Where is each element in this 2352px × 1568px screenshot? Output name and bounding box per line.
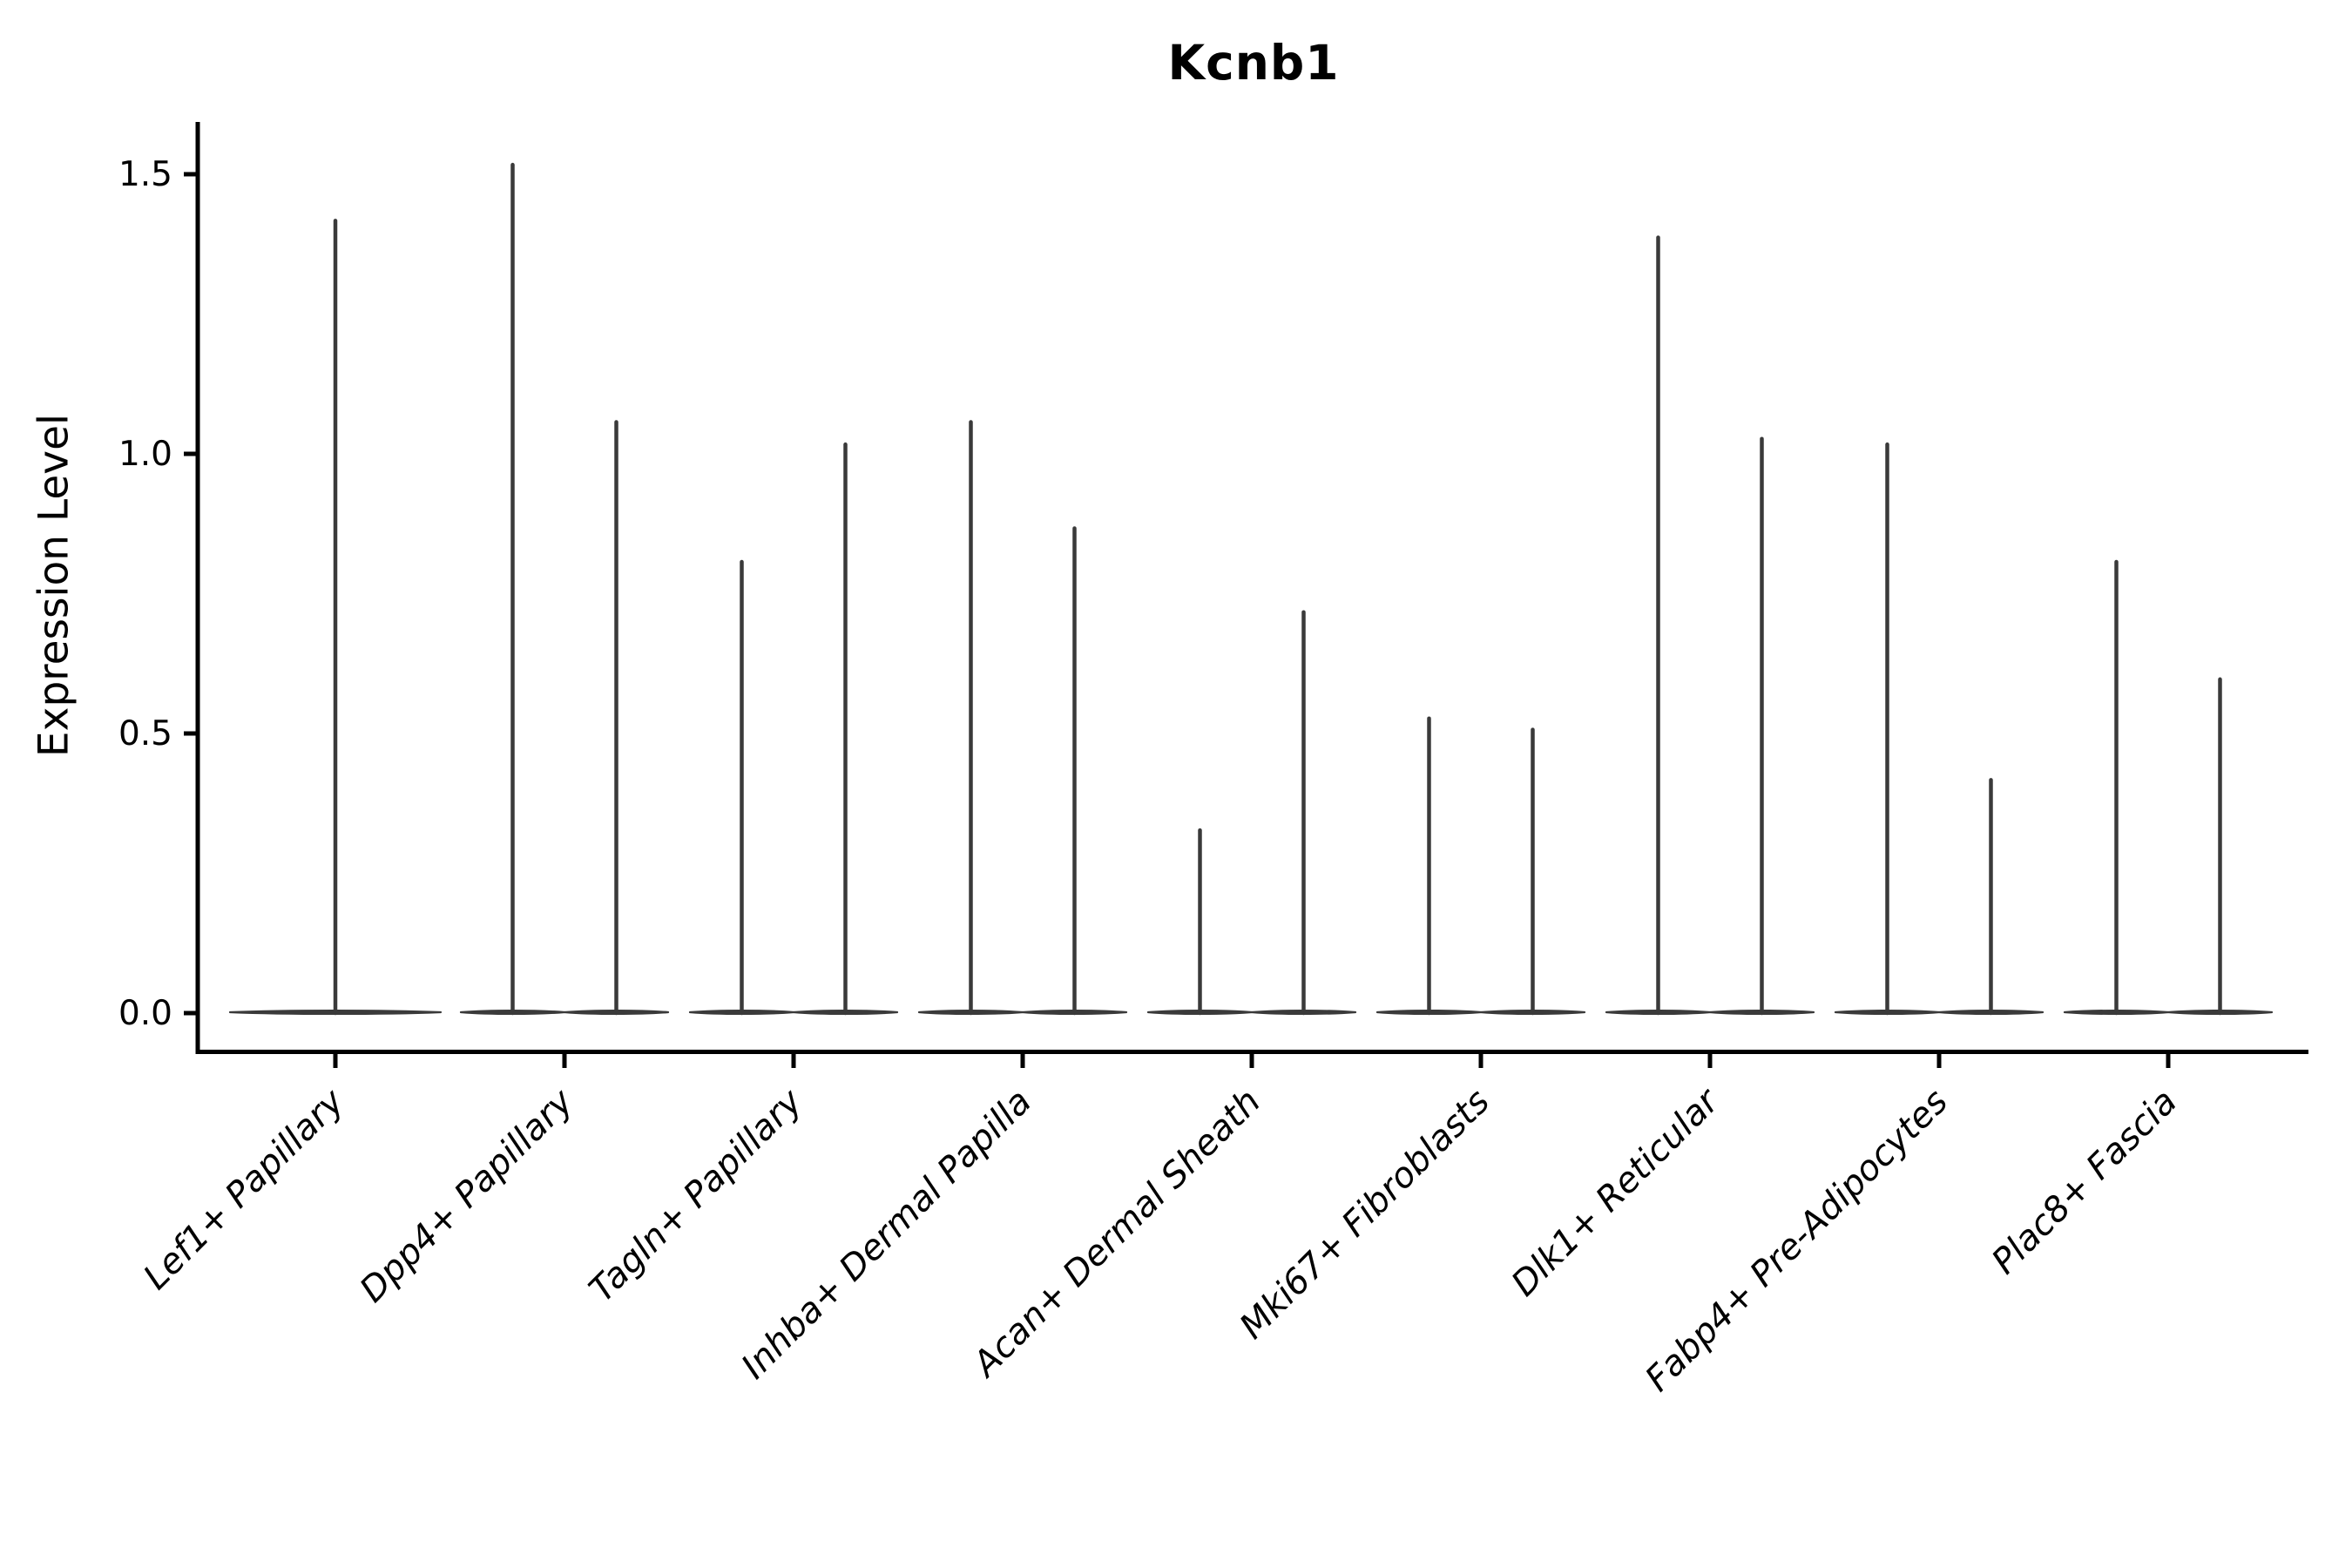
chart-title: Kcnb1 bbox=[1167, 35, 1340, 91]
y-tick-label: 1.5 bbox=[118, 155, 172, 194]
violin bbox=[1834, 442, 1941, 1016]
violin bbox=[1479, 727, 1586, 1016]
violin bbox=[1937, 778, 2044, 1016]
violin bbox=[688, 559, 795, 1016]
y-tick-label: 0.5 bbox=[118, 714, 172, 754]
violin bbox=[459, 162, 566, 1016]
violin bbox=[2166, 677, 2274, 1016]
violin bbox=[2063, 559, 2170, 1016]
axes-layer bbox=[184, 122, 2308, 1068]
x-tick-label: Mki67+ Fibroblasts bbox=[1232, 1082, 1497, 1348]
x-tick-label: Dlk1+ Reticular bbox=[1504, 1080, 1728, 1304]
violin bbox=[1146, 828, 1254, 1016]
violin bbox=[1605, 235, 1712, 1016]
x-tick-label: Lef1+ Papillary bbox=[136, 1081, 353, 1298]
violin bbox=[1375, 716, 1483, 1016]
x-tick-label: Plac8+ Fascia bbox=[1984, 1082, 2185, 1282]
violin bbox=[1708, 436, 1815, 1016]
violin bbox=[1021, 526, 1128, 1016]
violins-layer bbox=[228, 162, 2274, 1016]
violin bbox=[1250, 610, 1357, 1016]
x-tick-label: Tagln+ Papillary bbox=[582, 1081, 811, 1310]
tick-labels-layer: 0.0 0.5 1.0 1.5 Lef1+ Papillary Dpp4+ Papilla… bbox=[118, 155, 2185, 1399]
x-tick-label: Dpp4+ Papillary bbox=[353, 1081, 582, 1310]
violin bbox=[917, 420, 1024, 1016]
violin bbox=[563, 420, 670, 1016]
y-tick-label: 0.0 bbox=[118, 994, 172, 1033]
violin bbox=[792, 442, 899, 1016]
y-tick-label: 1.0 bbox=[118, 435, 172, 474]
violin bbox=[228, 219, 443, 1016]
